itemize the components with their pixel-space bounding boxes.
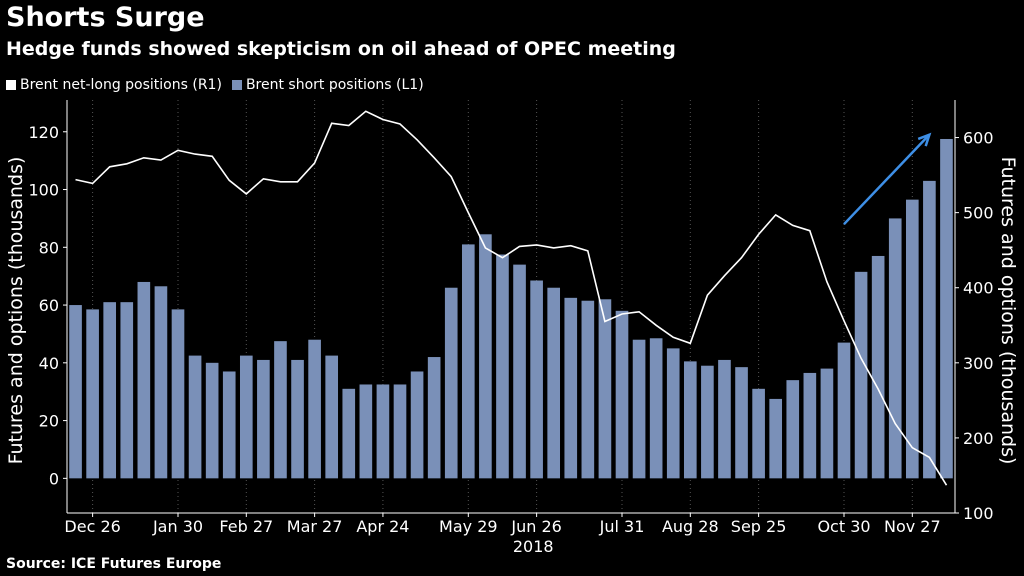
short-position-bar xyxy=(427,357,441,479)
short-position-bar xyxy=(854,271,868,479)
short-position-bar xyxy=(103,302,117,479)
short-position-bar xyxy=(393,384,407,479)
short-position-bar xyxy=(769,398,783,479)
x-tick-label: Dec 26 xyxy=(64,517,120,536)
left-tick-label: 20 xyxy=(39,412,59,431)
legend-label-short: Brent short positions (L1) xyxy=(245,77,424,93)
x-tick-label: Aug 28 xyxy=(662,517,719,536)
legend-swatch-bar xyxy=(231,80,242,90)
short-position-bar xyxy=(871,255,885,479)
short-position-bar xyxy=(154,286,168,479)
x-tick-label: Jun 26 xyxy=(510,517,561,536)
short-position-bar xyxy=(444,287,458,479)
short-position-bar xyxy=(598,299,612,479)
short-position-bar xyxy=(735,367,748,479)
annotation-arrow-line xyxy=(843,133,931,226)
short-position-bar xyxy=(359,384,373,479)
short-position-bar xyxy=(632,339,646,479)
short-position-bar xyxy=(837,342,851,479)
short-position-bar xyxy=(257,359,270,479)
short-position-bar xyxy=(530,280,543,479)
right-tick-label: 200 xyxy=(963,429,994,448)
legend-swatch-line xyxy=(6,80,16,90)
net-long-line xyxy=(75,110,948,486)
short-position-bar xyxy=(786,380,800,479)
short-position-bar xyxy=(239,355,253,479)
chart-source: Source: ICE Futures Europe xyxy=(6,556,222,572)
short-position-bar xyxy=(649,338,663,479)
short-position-bar xyxy=(752,388,765,479)
annotation-arrow-head xyxy=(917,132,932,147)
x-tick-label: May 29 xyxy=(439,517,498,536)
short-position-bar xyxy=(718,359,731,479)
short-position-bar xyxy=(410,371,424,479)
left-tick-label: 40 xyxy=(39,354,59,373)
short-position-bar xyxy=(461,244,475,479)
legend-label-net-long: Brent net-long positions (R1) xyxy=(20,77,222,93)
right-axis-title: Futures and options (thousands) xyxy=(997,157,1019,465)
short-position-bar xyxy=(547,287,561,479)
short-position-bar xyxy=(274,341,287,479)
short-position-bar xyxy=(905,199,919,479)
x-tick-label: Feb 27 xyxy=(219,517,273,536)
short-position-bar xyxy=(581,300,595,479)
short-position-bar xyxy=(120,302,134,479)
short-position-bar xyxy=(513,264,526,479)
short-position-bar xyxy=(564,297,578,479)
left-tick-label: 100 xyxy=(28,181,59,200)
legend-item-short: Brent short positions (L1) xyxy=(231,77,424,93)
left-tick-label: 120 xyxy=(28,123,59,142)
right-tick-label: 100 xyxy=(963,504,994,523)
short-position-bar xyxy=(615,310,629,479)
left-tick-label: 80 xyxy=(39,238,59,257)
legend-item-net-long: Brent net-long positions (R1) xyxy=(6,77,222,93)
left-axis-title: Futures and options (thousands) xyxy=(5,157,27,465)
x-year-label: 2018 xyxy=(513,537,554,556)
short-position-bar xyxy=(496,254,509,479)
short-position-bar xyxy=(69,305,82,479)
short-position-bar xyxy=(820,368,834,479)
short-position-bar xyxy=(171,309,185,479)
short-position-bar xyxy=(479,234,492,479)
short-position-bar xyxy=(291,359,304,479)
left-tick-label: 0 xyxy=(49,469,59,488)
short-position-bar xyxy=(803,372,817,479)
right-tick-label: 400 xyxy=(963,279,994,298)
short-position-bar xyxy=(137,281,151,479)
short-position-bar xyxy=(888,218,902,479)
short-position-bar xyxy=(666,348,680,479)
short-position-bar xyxy=(940,138,953,479)
chart-subtitle: Hedge funds showed skepticism on oil ahe… xyxy=(6,38,676,60)
x-tick-label: Apr 24 xyxy=(356,517,409,536)
right-tick-label: 500 xyxy=(963,204,994,223)
short-position-bar xyxy=(701,365,714,479)
short-position-bar xyxy=(923,180,936,479)
chart-legend: Brent net-long positions (R1) Brent shor… xyxy=(6,77,434,93)
short-position-bar xyxy=(325,355,339,479)
x-tick-label: Jul 31 xyxy=(599,517,645,536)
short-position-bar xyxy=(376,384,390,479)
short-position-bar xyxy=(188,355,202,479)
short-position-bar xyxy=(86,309,99,479)
short-position-bar xyxy=(683,361,697,479)
short-position-bar xyxy=(205,362,219,479)
x-tick-label: Nov 27 xyxy=(884,517,941,536)
short-position-bar xyxy=(308,339,321,479)
x-tick-label: Mar 27 xyxy=(287,517,343,536)
left-tick-label: 60 xyxy=(39,296,59,315)
x-tick-label: Sep 25 xyxy=(731,517,787,536)
x-tick-label: Oct 30 xyxy=(817,517,870,536)
right-tick-label: 300 xyxy=(963,354,994,373)
right-tick-label: 600 xyxy=(963,129,994,148)
chart-title: Shorts Surge xyxy=(6,2,205,33)
short-position-bar xyxy=(222,371,236,479)
x-tick-label: Jan 30 xyxy=(152,517,203,536)
short-position-bar xyxy=(342,388,356,479)
